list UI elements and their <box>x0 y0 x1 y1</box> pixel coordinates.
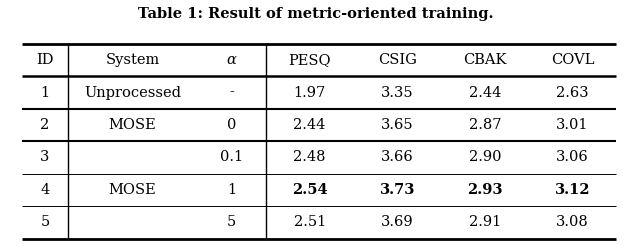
Text: 5: 5 <box>40 215 49 229</box>
Text: MOSE: MOSE <box>109 183 157 197</box>
Text: 3.06: 3.06 <box>556 151 589 165</box>
Text: Unprocessed: Unprocessed <box>84 86 181 100</box>
Text: α: α <box>227 53 236 67</box>
Text: PESQ: PESQ <box>288 53 331 67</box>
Text: MOSE: MOSE <box>109 118 157 132</box>
Text: 3.08: 3.08 <box>556 215 589 229</box>
Text: 3.01: 3.01 <box>556 118 588 132</box>
Text: 3.66: 3.66 <box>381 151 413 165</box>
Text: 4: 4 <box>40 183 49 197</box>
Text: 2.51: 2.51 <box>293 215 325 229</box>
Text: Table 1: Result of metric-oriented training.: Table 1: Result of metric-oriented train… <box>138 7 494 21</box>
Text: 2.44: 2.44 <box>469 86 501 100</box>
Text: 2.93: 2.93 <box>467 183 502 197</box>
Text: 2.54: 2.54 <box>292 183 327 197</box>
Text: 3.35: 3.35 <box>381 86 413 100</box>
Text: ID: ID <box>36 53 54 67</box>
Text: 0: 0 <box>227 118 236 132</box>
Text: COVL: COVL <box>550 53 594 67</box>
Text: 2.87: 2.87 <box>468 118 501 132</box>
Text: 2: 2 <box>40 118 49 132</box>
Text: 2.48: 2.48 <box>293 151 326 165</box>
Text: 0.1: 0.1 <box>220 151 243 165</box>
Text: 3: 3 <box>40 151 50 165</box>
Text: 1: 1 <box>227 183 236 197</box>
Text: 2.90: 2.90 <box>468 151 501 165</box>
Text: 2.91: 2.91 <box>469 215 501 229</box>
Text: 5: 5 <box>227 215 236 229</box>
Text: 2.44: 2.44 <box>293 118 326 132</box>
Text: System: System <box>106 53 160 67</box>
Text: 1: 1 <box>40 86 49 100</box>
Text: 1.97: 1.97 <box>293 86 325 100</box>
Text: 3.69: 3.69 <box>381 215 413 229</box>
Text: 3.65: 3.65 <box>381 118 413 132</box>
Text: 3.12: 3.12 <box>555 183 590 197</box>
Text: -: - <box>229 86 234 100</box>
Text: 3.73: 3.73 <box>380 183 415 197</box>
Text: CSIG: CSIG <box>378 53 416 67</box>
Text: CBAK: CBAK <box>463 53 507 67</box>
Text: 2.63: 2.63 <box>556 86 589 100</box>
